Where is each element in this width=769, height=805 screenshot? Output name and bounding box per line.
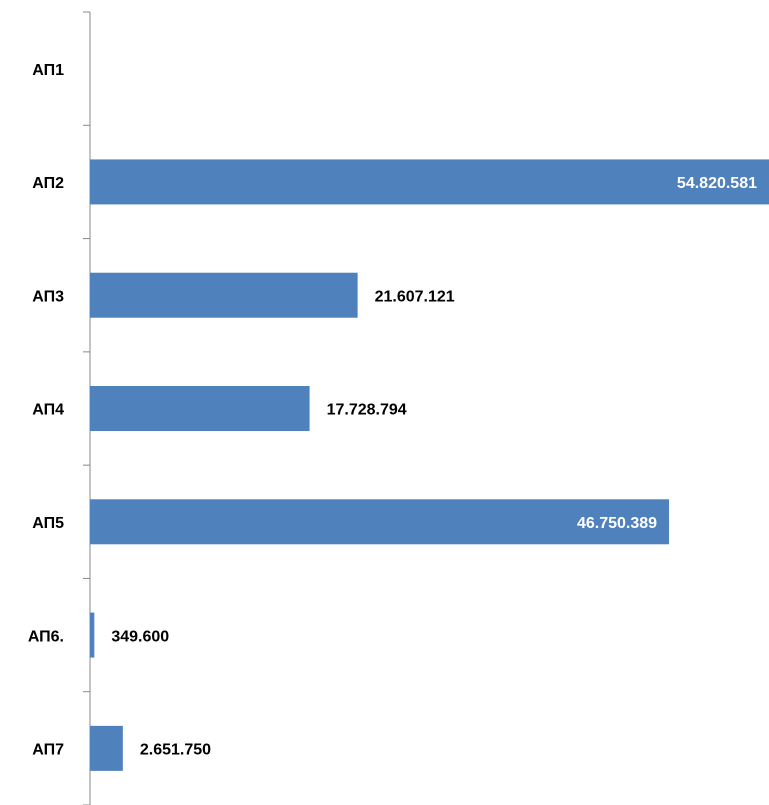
bar [90,386,310,431]
data-label: 17.728.794 [327,402,407,419]
category-label: АП2 [32,175,64,192]
data-label: 2.651.750 [140,742,211,759]
category-label: АП4 [32,402,64,419]
category-label: АП5 [32,515,64,532]
data-label: 21.607.121 [375,288,455,305]
data-label: 54.820.581 [677,175,757,192]
bar [90,725,123,771]
bar [90,499,670,545]
category-label: АП6. [28,628,64,645]
category-label: АП1 [32,62,64,79]
category-label: АП7 [32,742,64,759]
bar [90,159,769,205]
bar [90,612,95,658]
category-label: АП3 [32,288,64,305]
data-label: 349.600 [111,628,169,645]
bar [90,272,358,318]
data-label: 46.750.389 [577,515,657,532]
